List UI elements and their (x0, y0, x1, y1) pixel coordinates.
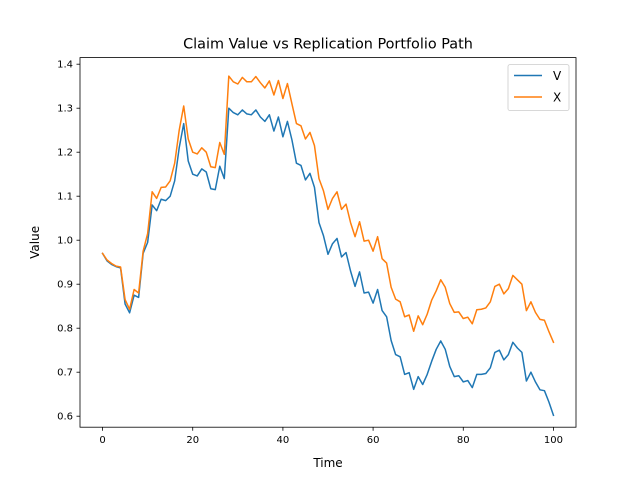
y-tick-label: 1.0 (57, 236, 73, 247)
series-line-v (101, 107, 555, 417)
series-line-x (101, 75, 555, 344)
plot-area (101, 75, 555, 417)
legend-label-v: V (553, 69, 562, 83)
x-tick-label: 0 (99, 435, 105, 446)
legend: V X (507, 64, 570, 111)
y-tick-label: 1.3 (57, 104, 73, 115)
y-axis-ticks: 0.6 0.7 0.8 0.9 1.0 1.1 1.2 1.3 1.4 (57, 60, 80, 423)
x-tick-label: 80 (457, 435, 470, 446)
y-tick-label: 0.8 (57, 324, 73, 335)
x-tick-label: 20 (186, 435, 199, 446)
y-tick-label: 0.6 (57, 412, 73, 423)
y-tick-label: 1.4 (57, 60, 73, 71)
x-tick-label: 40 (277, 435, 290, 446)
x-axis-ticks: 0 20 40 60 80 100 (99, 427, 563, 446)
y-tick-label: 0.9 (57, 280, 73, 291)
y-axis-label: Value (28, 226, 42, 259)
x-axis-label: Time (312, 456, 342, 470)
x-tick-label: 100 (544, 435, 563, 446)
axes-frame (79, 57, 577, 428)
y-tick-label: 0.7 (57, 368, 73, 379)
y-tick-label: 1.2 (57, 148, 73, 159)
legend-label-x: X (553, 91, 561, 105)
x-tick-label: 60 (367, 435, 380, 446)
chart-title: Claim Value vs Replication Portfolio Pat… (183, 37, 473, 53)
y-tick-label: 1.1 (57, 192, 73, 203)
